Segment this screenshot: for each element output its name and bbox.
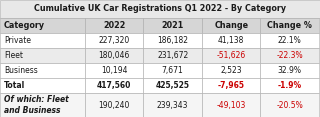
Bar xyxy=(0,33,85,48)
Bar xyxy=(260,93,319,117)
Bar xyxy=(0,18,85,33)
Text: 190,240: 190,240 xyxy=(98,101,130,110)
Text: -7,965: -7,965 xyxy=(218,81,245,90)
Bar xyxy=(260,18,319,33)
Text: -22.3%: -22.3% xyxy=(276,51,303,60)
Bar xyxy=(0,63,85,78)
Bar xyxy=(0,0,320,18)
Bar xyxy=(260,33,319,48)
Text: 10,194: 10,194 xyxy=(101,66,127,75)
Text: Category: Category xyxy=(4,21,45,30)
Bar xyxy=(143,33,202,48)
Text: Fleet: Fleet xyxy=(4,51,23,60)
Text: Cumulative UK Car Registrations Q1 2022 - By Category: Cumulative UK Car Registrations Q1 2022 … xyxy=(34,4,286,13)
Bar xyxy=(260,48,319,63)
Text: 7,671: 7,671 xyxy=(162,66,183,75)
Bar xyxy=(0,93,85,117)
Text: Change: Change xyxy=(214,21,248,30)
Text: Of which: Fleet
and Business: Of which: Fleet and Business xyxy=(4,95,68,115)
Text: 41,138: 41,138 xyxy=(218,36,244,45)
Text: 22.1%: 22.1% xyxy=(278,36,302,45)
Text: 417,560: 417,560 xyxy=(97,81,131,90)
Bar xyxy=(0,48,85,63)
Bar xyxy=(0,78,85,93)
Bar xyxy=(143,93,202,117)
Bar xyxy=(202,33,260,48)
Bar xyxy=(85,33,143,48)
Bar xyxy=(85,63,143,78)
Text: Private: Private xyxy=(4,36,31,45)
Text: 2022: 2022 xyxy=(103,21,125,30)
Bar xyxy=(85,78,143,93)
Text: 239,343: 239,343 xyxy=(157,101,188,110)
Text: 227,320: 227,320 xyxy=(99,36,130,45)
Bar xyxy=(202,18,260,33)
Bar xyxy=(143,18,202,33)
Text: -1.9%: -1.9% xyxy=(278,81,302,90)
Text: -20.5%: -20.5% xyxy=(276,101,303,110)
Text: 425,525: 425,525 xyxy=(156,81,190,90)
Text: Change %: Change % xyxy=(267,21,312,30)
Text: 2021: 2021 xyxy=(162,21,184,30)
Bar xyxy=(85,93,143,117)
Text: 2,523: 2,523 xyxy=(220,66,242,75)
Bar xyxy=(202,93,260,117)
Text: -51,626: -51,626 xyxy=(217,51,246,60)
Bar xyxy=(143,63,202,78)
Text: -49,103: -49,103 xyxy=(217,101,246,110)
Text: Business: Business xyxy=(4,66,37,75)
Text: 231,672: 231,672 xyxy=(157,51,188,60)
Bar xyxy=(260,78,319,93)
Bar xyxy=(143,48,202,63)
Text: 180,046: 180,046 xyxy=(98,51,130,60)
Bar xyxy=(85,18,143,33)
Text: Total: Total xyxy=(4,81,25,90)
Bar xyxy=(202,78,260,93)
Bar xyxy=(202,48,260,63)
Bar xyxy=(143,78,202,93)
Bar xyxy=(260,63,319,78)
Text: 32.9%: 32.9% xyxy=(278,66,302,75)
Bar xyxy=(85,48,143,63)
Bar xyxy=(202,63,260,78)
Text: 186,182: 186,182 xyxy=(157,36,188,45)
